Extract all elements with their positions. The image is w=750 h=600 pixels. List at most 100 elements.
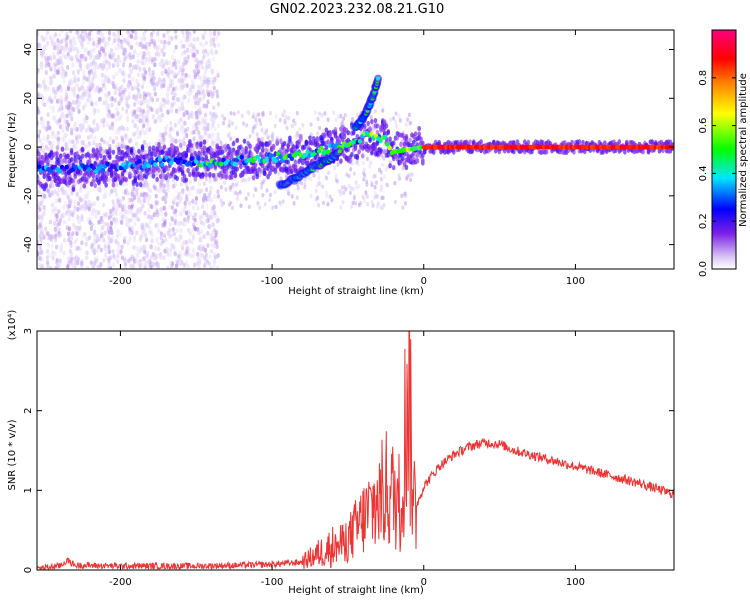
- heat-cell: [60, 146, 65, 152]
- heat-cell: [351, 200, 355, 206]
- heat-cell: [369, 160, 373, 165]
- heat-cell: [203, 234, 207, 239]
- heat-cell: [208, 133, 212, 139]
- heat-cell: [188, 171, 192, 178]
- heat-cell: [162, 233, 167, 239]
- heat-cell: [283, 109, 287, 114]
- heat-cell: [201, 43, 205, 48]
- heat-cell: [230, 205, 234, 211]
- heat-cell: [52, 45, 57, 51]
- heat-cell: [141, 231, 145, 237]
- heat-cell: [431, 149, 436, 155]
- heat-cell: [78, 38, 82, 43]
- heat-cell: [195, 57, 199, 63]
- heat-cell: [81, 122, 85, 128]
- heat-cell: [153, 119, 157, 124]
- heat-cell: [91, 178, 96, 184]
- heat-cell: [213, 210, 217, 216]
- heat-cell: [109, 208, 113, 214]
- heat-cell: [195, 221, 199, 226]
- heat-cell: [43, 194, 47, 200]
- heat-cell: [40, 142, 44, 148]
- heat-cell: [78, 195, 82, 201]
- heat-cell: [268, 170, 272, 176]
- heat-cell: [342, 133, 347, 140]
- heat-cell: [133, 123, 137, 128]
- heat-cell: [399, 141, 403, 147]
- heat-cell: [95, 248, 99, 254]
- heat-cell: [232, 111, 236, 116]
- heat-cell: [39, 187, 43, 193]
- heat-cell: [107, 177, 111, 182]
- heat-cell: [133, 102, 137, 107]
- heat-cell: [317, 175, 321, 181]
- heat-cell: [55, 151, 59, 157]
- heat-cell: [174, 236, 178, 242]
- heat-cell: [37, 133, 41, 139]
- heat-cell: [260, 136, 264, 142]
- heat-cell: [105, 248, 109, 254]
- heat-cell: [73, 75, 77, 80]
- heat-cell: [190, 110, 194, 116]
- heat-cell: [63, 201, 68, 207]
- heat-cell: [86, 85, 91, 91]
- heat-cell: [260, 163, 265, 169]
- heat-cell: [142, 31, 146, 37]
- heat-cell: [93, 107, 97, 113]
- heat-cell: [83, 92, 87, 98]
- heat-cell: [219, 198, 223, 204]
- heat-cell: [46, 231, 50, 237]
- heat-cell: [133, 30, 138, 36]
- heat-cell: [55, 244, 59, 250]
- heat-cell: [176, 78, 181, 84]
- heat-cell: [372, 174, 376, 179]
- heat-cell: [271, 143, 276, 149]
- heat-cell: [150, 39, 154, 44]
- heat-cell: [188, 253, 193, 258]
- heat-cell: [239, 203, 243, 208]
- heat-cell: [107, 262, 111, 268]
- heat-cell: [152, 76, 156, 82]
- heat-cell: [330, 198, 334, 203]
- heat-cell: [108, 255, 112, 261]
- heat-cell: [43, 77, 47, 83]
- heat-cell: [137, 148, 141, 154]
- heat-cell: [155, 97, 160, 103]
- heat-cell: [368, 137, 372, 144]
- heat-cell: [187, 160, 192, 166]
- heat-cell: [183, 222, 187, 227]
- heat-cell: [88, 220, 92, 225]
- heat-cell: [147, 258, 151, 264]
- heat-cell: [192, 262, 197, 268]
- heat-cell: [209, 248, 214, 254]
- heat-cell: [163, 67, 168, 73]
- heat-cell: [183, 120, 187, 126]
- heat-cell: [100, 79, 105, 85]
- heat-cell: [203, 112, 207, 118]
- heat-cell: [215, 244, 219, 250]
- heat-cell: [133, 109, 137, 115]
- heat-cell: [81, 86, 85, 92]
- heat-cell: [107, 249, 111, 255]
- heat-cell: [164, 99, 168, 105]
- heat-cell: [260, 181, 264, 186]
- heat-cell: [89, 48, 93, 54]
- heat-cell: [90, 211, 94, 217]
- heat-cell: [115, 135, 119, 141]
- heat-cell: [195, 120, 200, 126]
- heat-cell: [200, 252, 204, 258]
- heat-cell: [355, 185, 359, 190]
- heat-cell: [157, 114, 161, 120]
- heat-cell: [86, 66, 91, 71]
- heat-cell: [337, 189, 341, 194]
- heat-cell: [93, 229, 97, 235]
- heat-cell: [55, 213, 59, 219]
- heat-cell: [134, 141, 139, 147]
- heat-cell: [185, 37, 190, 42]
- heat-cell: [202, 81, 206, 87]
- heat-cell: [369, 131, 374, 137]
- heat-cell: [151, 251, 155, 257]
- heat-cell: [530, 149, 534, 155]
- heat-cell: [238, 190, 242, 195]
- heat-cell: [293, 159, 298, 165]
